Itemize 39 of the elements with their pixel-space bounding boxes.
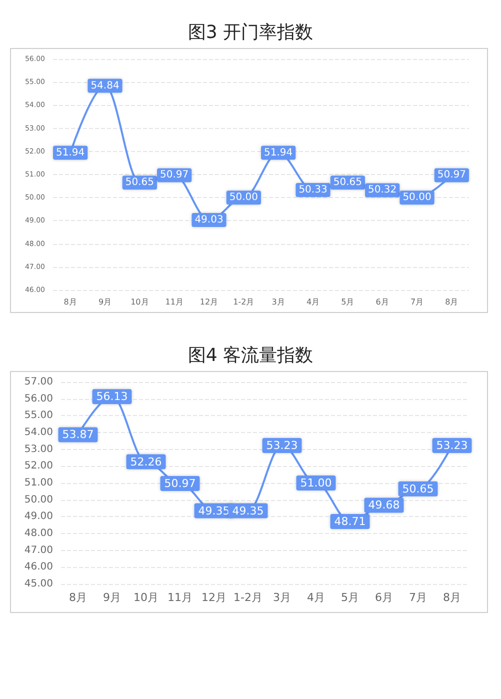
y-tick-label: 49.00 <box>24 511 53 522</box>
x-tick-label: 5月 <box>341 591 359 604</box>
x-tick-label: 9月 <box>98 298 112 306</box>
x-tick-label: 1-2月 <box>233 298 254 306</box>
x-tick-label: 12月 <box>202 591 226 604</box>
x-tick-label: 11月 <box>168 591 192 604</box>
y-tick-label: 45.00 <box>24 578 53 590</box>
x-tick-label: 7月 <box>409 591 427 604</box>
x-tick-label: 4月 <box>307 591 325 604</box>
x-tick-label: 3月 <box>272 298 285 306</box>
x-tick-label: 10月 <box>130 298 149 306</box>
y-tick-label: 52.00 <box>24 460 53 472</box>
y-tick-label: 46.00 <box>24 562 53 573</box>
x-tick-label: 3月 <box>273 591 291 604</box>
x-tick-label: 6月 <box>376 298 389 306</box>
y-tick-label: 53.00 <box>24 444 53 455</box>
y-tick-label: 48.00 <box>24 528 53 539</box>
x-tick-label: 7月 <box>410 298 424 306</box>
y-tick-label: 54.00 <box>24 427 53 438</box>
y-tick-label: 55.00 <box>24 410 53 422</box>
x-tick-label: 10月 <box>134 591 158 604</box>
x-tick-label: 5月 <box>341 298 354 306</box>
x-tick-label: 8月 <box>64 298 77 306</box>
x-tick-label: 8月 <box>69 591 87 604</box>
x-tick-label: 11月 <box>165 298 184 306</box>
x-tick-label: 6月 <box>375 591 393 604</box>
x-tick-label: 9月 <box>103 591 121 604</box>
y-tick-label: 57.00 <box>24 376 53 388</box>
x-tick-label: 4月 <box>306 298 320 306</box>
x-tick-label: 8月 <box>443 591 461 604</box>
y-tick-label: 47.00 <box>24 544 53 556</box>
y-tick-label: 51.00 <box>24 478 53 488</box>
chart-title: 图3 开门率指数 <box>186 21 314 45</box>
y-tick-label: 50.00 <box>24 494 53 506</box>
chart-title: 图4 客流量指数 <box>186 344 314 368</box>
y-tick-label: 56.00 <box>24 393 53 404</box>
x-tick-label: 8月 <box>445 298 458 306</box>
x-tick-label: 1-2月 <box>234 591 262 604</box>
x-tick-label: 12月 <box>200 298 218 306</box>
